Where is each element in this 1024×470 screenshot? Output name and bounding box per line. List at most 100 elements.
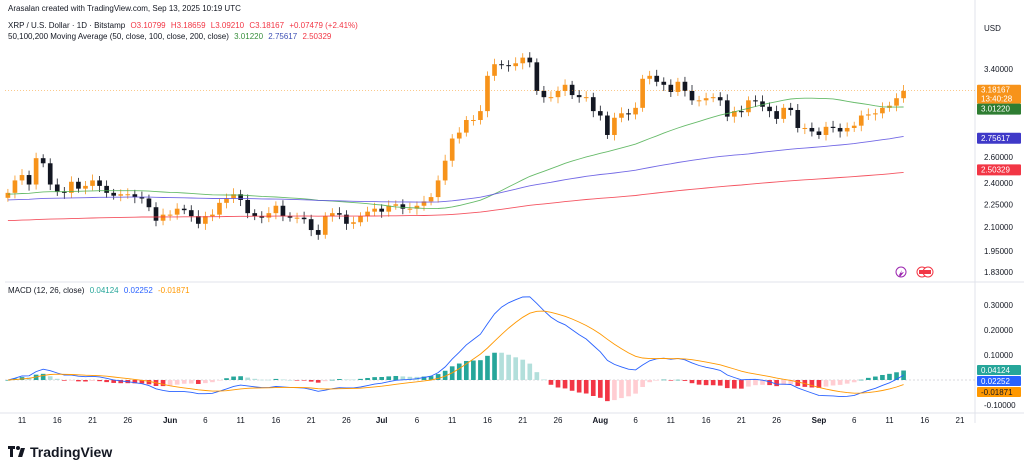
candle-body xyxy=(605,115,610,135)
candle-body xyxy=(668,84,674,92)
x-tick-label: 16 xyxy=(920,416,929,425)
candle-body xyxy=(181,208,187,211)
macd-histogram-bar xyxy=(280,379,286,381)
candle-body xyxy=(710,97,716,99)
candle-body xyxy=(478,111,483,120)
candle-body xyxy=(569,84,575,96)
macd-histogram-bar xyxy=(365,377,370,380)
ma200-badge-text: 2.50329 xyxy=(981,165,1010,174)
candle-body xyxy=(40,158,46,164)
macd-histogram-bar xyxy=(83,380,88,382)
macd-histogram-bar xyxy=(626,380,631,397)
candle-body xyxy=(901,90,906,99)
candle-body xyxy=(767,106,772,112)
macd-histogram-bar xyxy=(259,379,265,381)
macd-histogram-bar xyxy=(753,380,758,386)
candle-body xyxy=(146,198,152,208)
macd-histogram-bar xyxy=(217,380,222,381)
macd-histogram-bar xyxy=(633,380,638,394)
candle-body xyxy=(456,132,462,139)
open-value: O3.10799 xyxy=(130,21,166,30)
candle-body xyxy=(844,127,850,132)
macd-histogram-bar xyxy=(308,380,314,382)
price-tick-label: 1.83000 xyxy=(984,268,1013,277)
candle-body xyxy=(12,180,18,193)
ma100-badge xyxy=(977,132,1021,144)
x-tick-label: 6 xyxy=(203,416,208,425)
macd-histogram-bar xyxy=(315,380,321,383)
macd-histogram-bar xyxy=(499,352,504,380)
candle-body xyxy=(781,107,787,119)
candle-body xyxy=(809,127,815,132)
candle-body xyxy=(696,100,702,102)
macd-histogram-bar xyxy=(788,380,794,385)
macd-histogram-bar xyxy=(224,378,229,380)
candle-body xyxy=(386,205,392,212)
candle-body xyxy=(379,208,385,212)
x-tick-label: Jul xyxy=(376,416,388,425)
ma50-badge xyxy=(977,103,1021,115)
candle-body xyxy=(153,207,159,221)
macd-histogram-bar xyxy=(703,380,709,386)
x-tick-label: 11 xyxy=(448,416,457,425)
macd-histogram-bar xyxy=(492,352,497,380)
macd-histogram-bar xyxy=(132,380,138,384)
candle-body xyxy=(485,75,490,112)
price-tick-label: 3.40000 xyxy=(984,65,1013,74)
candle-body xyxy=(400,204,406,209)
candle-body xyxy=(442,160,448,181)
candle-body xyxy=(280,205,286,217)
macd-histogram-bar xyxy=(76,380,81,382)
macd-histogram-bar xyxy=(569,380,575,391)
macd-signal-value: -0.01871 xyxy=(158,286,190,295)
candle-body xyxy=(104,185,109,193)
x-tick-label: 6 xyxy=(633,416,638,425)
macd-histogram-bar xyxy=(513,357,519,380)
macd-histogram-bar xyxy=(428,376,434,380)
candle-body xyxy=(534,62,540,91)
macd-histogram-bar xyxy=(90,380,95,381)
tradingview-brand: TradingView xyxy=(30,444,113,460)
x-tick-label: 16 xyxy=(53,416,62,425)
macd-histogram-bar xyxy=(97,380,102,382)
candle-body xyxy=(760,101,765,107)
candle-body xyxy=(47,163,53,185)
macd-histogram-bar xyxy=(731,380,737,389)
macd-histogram-bar xyxy=(654,380,660,381)
candle-body xyxy=(139,197,145,199)
macd-histogram-bar xyxy=(456,363,462,380)
macd-hist-badge xyxy=(977,365,1021,375)
candle-body xyxy=(160,214,166,221)
macd-histogram-bar xyxy=(238,376,243,380)
macd-histogram-bar xyxy=(47,376,53,380)
macd-histogram-bar xyxy=(104,380,109,383)
macd-histogram-bar xyxy=(160,380,166,387)
candle-body xyxy=(682,81,688,91)
candle-body xyxy=(597,111,603,116)
candle-body xyxy=(449,138,455,161)
ma200-value: 2.50329 xyxy=(302,32,332,41)
macd-histogram-bar xyxy=(724,380,730,389)
macd-histogram-bar xyxy=(287,379,293,381)
candle-body xyxy=(111,192,117,196)
macd-histogram-bar xyxy=(865,377,871,380)
macd-histogram-bar xyxy=(358,378,363,380)
ma50-line xyxy=(7,97,904,210)
candle-body xyxy=(5,192,11,198)
macd-histogram-bar xyxy=(710,380,716,386)
candle-body xyxy=(739,111,744,113)
macd-histogram-bar xyxy=(668,380,674,381)
candle-body xyxy=(407,208,413,210)
macd-label: MACD (12, 26, close) xyxy=(8,286,85,295)
macd-histogram-bar xyxy=(640,380,645,387)
candle-body xyxy=(541,90,547,98)
candle-body xyxy=(774,111,779,119)
macd-line-value: 0.02252 xyxy=(123,286,153,295)
macd-histogram-bar xyxy=(605,380,610,402)
candle-body xyxy=(858,115,864,126)
ma100-line xyxy=(7,135,904,203)
macd-histogram-bar xyxy=(562,380,568,389)
candle-body xyxy=(576,95,582,98)
candle-body xyxy=(224,198,229,203)
